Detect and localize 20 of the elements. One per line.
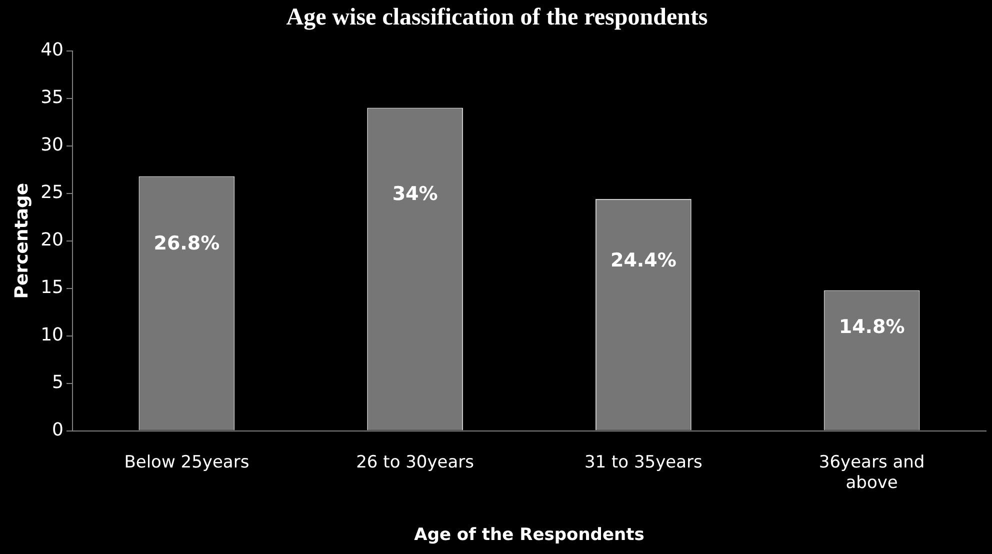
- y-tick-label: 10: [40, 324, 64, 346]
- y-tick-label: 25: [40, 182, 64, 203]
- x-tick-label: 36years and above: [818, 452, 925, 493]
- x-axis-title: Age of the Respondents: [414, 525, 644, 546]
- data-label: 14.8%: [838, 316, 905, 338]
- y-tick-label: 0: [52, 419, 64, 440]
- y-tick-label: 40: [40, 39, 64, 60]
- y-tick-label: 20: [40, 229, 64, 250]
- chart-title: Age wise classification of the respondents: [286, 4, 708, 31]
- data-label: 34%: [392, 182, 438, 205]
- x-tick-label: Below 25years: [124, 452, 250, 472]
- x-tick-label: 26 to 30years: [356, 452, 474, 472]
- data-label: 24.4%: [610, 249, 676, 272]
- y-axis-title: Percentage: [11, 182, 32, 299]
- y-tick-label: 35: [40, 86, 64, 108]
- y-tick-label: 15: [40, 276, 64, 298]
- y-tick-label: 30: [40, 134, 64, 156]
- data-label: 26.8%: [154, 232, 220, 255]
- y-tick-label: 5: [52, 372, 64, 393]
- x-tick-label: 31 to 35years: [584, 452, 703, 472]
